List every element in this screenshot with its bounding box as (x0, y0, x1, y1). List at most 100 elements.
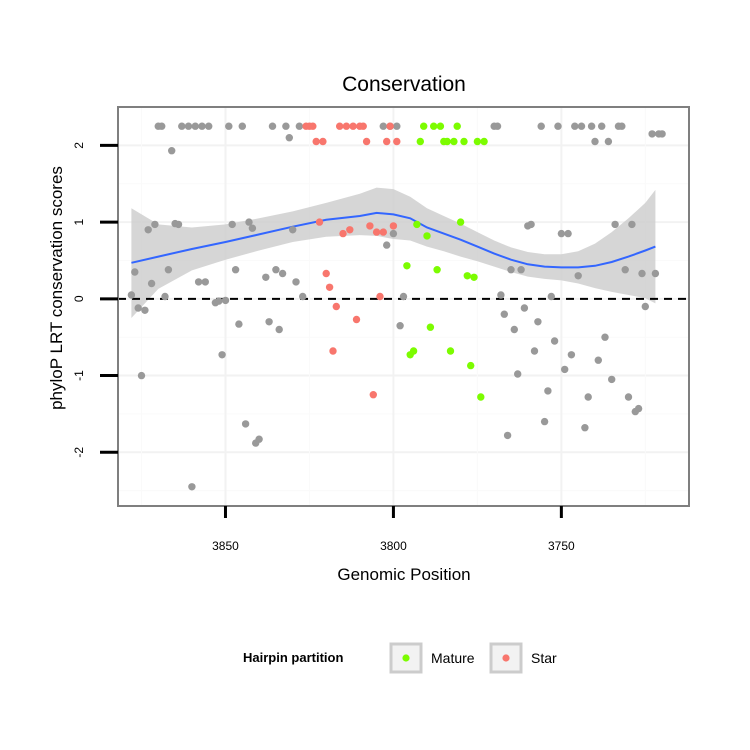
data-point (591, 137, 599, 146)
data-point-mature (467, 361, 475, 370)
data-point-mature (403, 262, 411, 270)
data-point (295, 122, 304, 130)
data-point (537, 122, 545, 130)
data-point (399, 292, 408, 301)
panel-background (118, 107, 689, 506)
x-tick-label: 3850 (212, 539, 239, 553)
data-point-star (312, 137, 320, 146)
data-point (621, 266, 629, 274)
data-point-mature (430, 122, 438, 130)
data-point (564, 229, 572, 238)
data-point (577, 122, 586, 130)
data-point (587, 122, 596, 130)
data-point (265, 318, 273, 326)
y-axis-title: phyloP LRT conservation scores (47, 166, 66, 410)
confidence-ribbon (131, 187, 656, 318)
data-point (598, 122, 606, 130)
data-point (383, 241, 391, 249)
data-point-star (372, 228, 381, 236)
data-point (278, 269, 287, 278)
data-point (557, 229, 566, 238)
data-point (634, 404, 643, 413)
x-axis-title: Genomic Position (337, 565, 470, 584)
data-point (137, 371, 146, 380)
data-point (255, 435, 263, 443)
data-point (141, 306, 149, 314)
data-point (530, 347, 539, 355)
data-point (225, 122, 233, 130)
data-point-mature (470, 273, 478, 281)
smooth-trend-line (131, 211, 656, 269)
data-point (520, 304, 529, 312)
data-point (161, 292, 169, 301)
data-point (584, 393, 592, 401)
data-point (134, 304, 142, 312)
x-tick-label: 3750 (548, 539, 575, 553)
data-point-mature (436, 122, 445, 130)
data-point (561, 365, 569, 374)
data-point-mature (443, 137, 451, 146)
data-point (389, 229, 398, 238)
data-point (641, 302, 649, 311)
data-point-mature (446, 347, 455, 355)
data-point (547, 292, 555, 301)
data-point-mature (450, 137, 458, 146)
legend-marker-star (502, 654, 510, 662)
data-point-star (349, 122, 357, 130)
data-point (174, 220, 183, 229)
data-point-star (322, 269, 330, 278)
data-point (168, 147, 176, 155)
data-point-mature (416, 137, 424, 146)
data-point-star (342, 122, 351, 130)
data-point (289, 226, 297, 234)
data-point (299, 292, 307, 301)
data-point-star (332, 302, 340, 311)
data-point (497, 291, 505, 299)
data-point (594, 356, 602, 364)
data-point-mature (480, 137, 488, 146)
data-point-mature (426, 323, 435, 331)
data-point (238, 122, 246, 130)
data-point (517, 266, 525, 274)
data-point (231, 266, 240, 274)
legend-label-star: Star (531, 650, 557, 666)
data-point (507, 266, 515, 274)
data-point (262, 273, 270, 281)
data-point (131, 268, 139, 276)
data-point (618, 122, 626, 130)
y-tick-label: 0 (72, 295, 86, 302)
data-point-mature (473, 137, 482, 146)
data-point (272, 266, 280, 274)
data-point-star (346, 226, 354, 234)
panel-border (117, 106, 690, 507)
data-point-mature (463, 272, 471, 280)
data-point-star (309, 122, 317, 130)
data-point (158, 122, 166, 130)
data-point (601, 333, 609, 341)
x-tick-label: 3800 (380, 539, 407, 553)
data-point (164, 266, 173, 274)
data-point (493, 122, 502, 130)
data-point (228, 220, 236, 229)
data-point (396, 322, 404, 330)
data-point (554, 122, 562, 130)
data-point-mature (420, 122, 428, 130)
data-point-star (383, 137, 391, 146)
data-point (503, 431, 512, 440)
legend: Hairpin partition Mature Star (243, 642, 557, 674)
data-point-star (389, 222, 398, 230)
data-point (178, 122, 186, 130)
data-point (215, 297, 223, 305)
data-point-mature (423, 232, 431, 240)
data-point (205, 122, 213, 130)
data-point (245, 218, 253, 226)
data-point-star (386, 122, 394, 130)
data-point (184, 122, 193, 130)
data-point (292, 278, 300, 286)
data-point (651, 269, 660, 278)
data-point (500, 310, 508, 318)
data-point (628, 220, 636, 229)
data-point-mature (413, 220, 421, 229)
data-point (604, 137, 613, 146)
